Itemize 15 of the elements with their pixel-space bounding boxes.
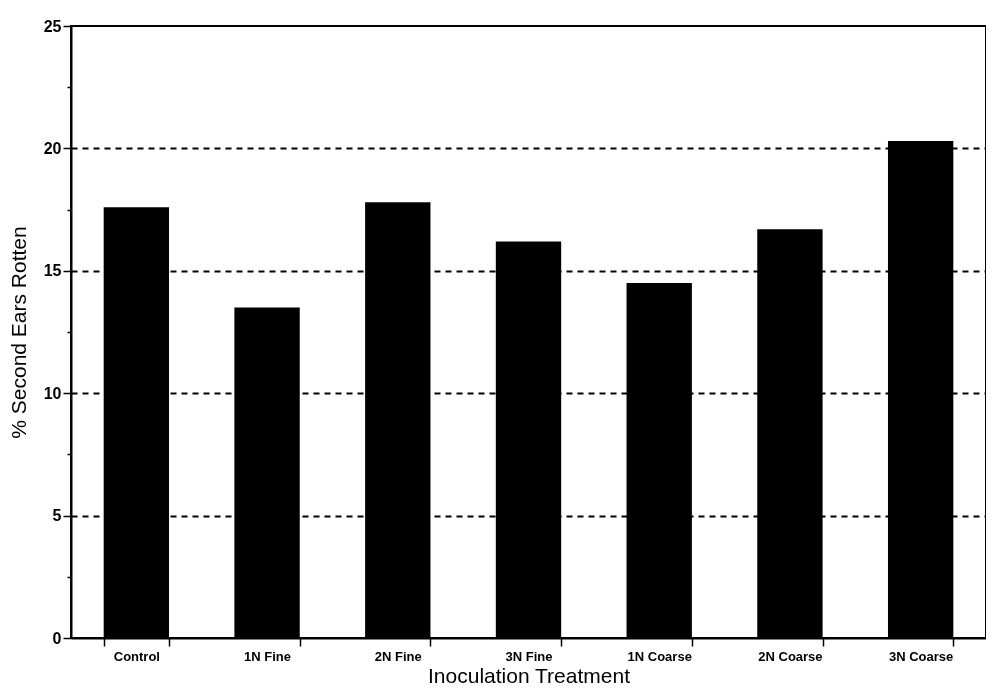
y-tick-label: 0 [52, 629, 62, 647]
y-tick-label: 5 [52, 507, 62, 525]
y-tick-label: 15 [43, 262, 62, 280]
x-tick-label: 2N Fine [374, 648, 422, 664]
x-tick-label: 1N Coarse [627, 648, 692, 664]
x-tick-label: 3N Fine [505, 648, 553, 664]
x-tick-label: Control [113, 648, 160, 664]
x-tick-label: 3N Coarse [888, 648, 954, 664]
x-tick-label: 1N Fine [244, 648, 292, 664]
x-axis-title: Inoculation Treatment [428, 663, 631, 687]
y-tick-label: 20 [43, 139, 62, 157]
y-tick-label: 10 [43, 384, 62, 402]
y-tick-label: 25 [43, 17, 62, 35]
x-tick-label: 2N Coarse [758, 648, 823, 664]
y-axis-title: % Second Ears Rotten [6, 226, 30, 439]
